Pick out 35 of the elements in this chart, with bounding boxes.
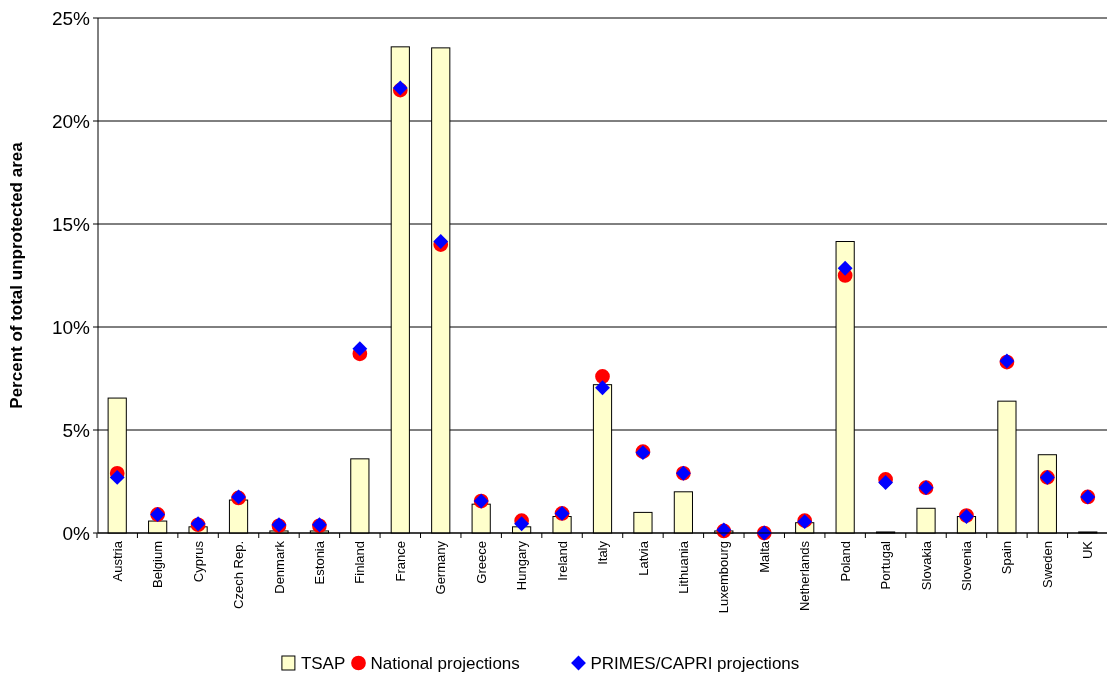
x-tick-label: Belgium — [150, 541, 166, 588]
x-tick-label: Austria — [109, 540, 125, 582]
y-tick-label: 20% — [51, 110, 91, 132]
x-tick-label: Germany — [433, 540, 449, 595]
y-tick-label: 5% — [62, 419, 91, 441]
x-tick-label: Sweden — [1039, 541, 1055, 588]
x-tick-label: Ireland — [554, 541, 570, 581]
x-tick-label: Hungary — [514, 540, 530, 591]
x-tick-label: Malta — [756, 540, 772, 573]
x-tick-label: Estonia — [311, 540, 327, 585]
x-tick-label: Italy — [595, 540, 611, 565]
x-tick-label: Netherlands — [797, 540, 813, 612]
legend-label: National projections — [370, 653, 520, 673]
x-tick-label: France — [392, 541, 408, 582]
legend-label: PRIMES/CAPRI projections — [590, 653, 800, 673]
x-tick-label: Cyprus — [190, 540, 206, 583]
x-tick-label: Spain — [999, 541, 1015, 575]
x-tick-label: Latvia — [635, 540, 651, 576]
x-tick-label: UK — [1080, 540, 1096, 560]
x-tick-label: Slovakia — [918, 540, 934, 591]
y-tick-label: 25% — [51, 7, 91, 29]
y-tick-label: 10% — [51, 316, 91, 338]
y-tick-label: 15% — [51, 213, 91, 235]
x-tick-label: Poland — [837, 541, 853, 582]
x-tick-label: Finland — [352, 541, 368, 584]
x-tick-label: Luxembourg — [716, 541, 732, 614]
x-tick-label: Denmark — [271, 540, 287, 594]
legend-label: TSAP — [300, 653, 346, 673]
x-tick-label: Lithuania — [675, 540, 691, 594]
y-axis-title: Percent of total unprotected area — [7, 141, 26, 409]
x-tick-label: Czech Rep. — [231, 541, 247, 609]
y-tick-label: 0% — [62, 522, 91, 544]
x-tick-label: Greece — [473, 541, 489, 584]
x-tick-label: Portugal — [878, 540, 894, 590]
x-tick-label: Slovenia — [959, 540, 975, 591]
